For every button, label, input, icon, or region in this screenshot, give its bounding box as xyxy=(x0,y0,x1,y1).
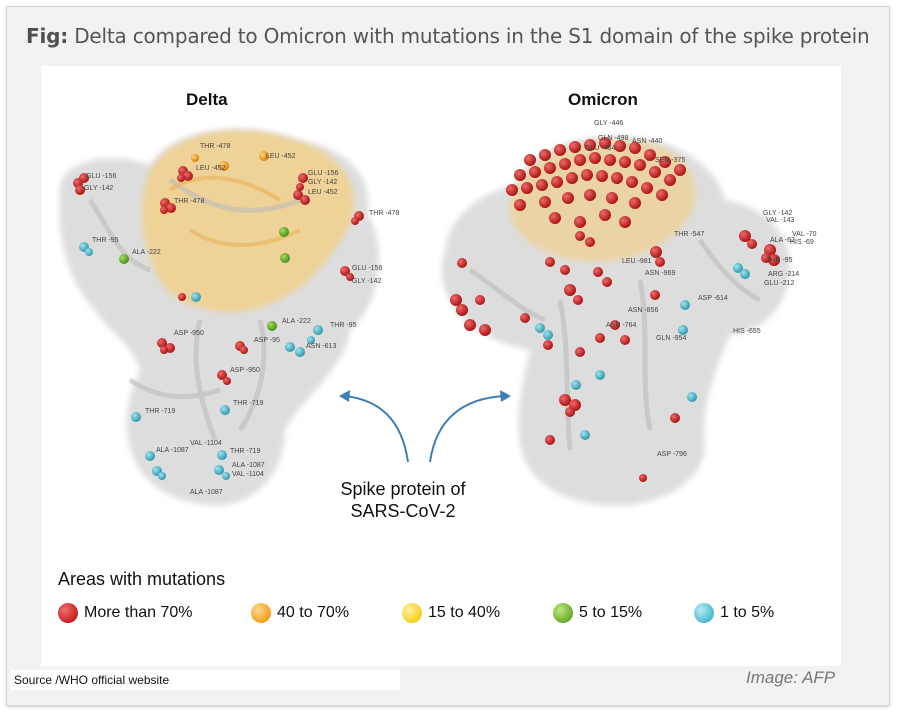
omicron-residue-label: THR -95 xyxy=(766,257,793,264)
legend-item-1-to-5: 1 to 5% xyxy=(694,603,774,623)
omicron-residue-label: ASP -614 xyxy=(698,295,728,302)
delta-residue-label: GLU -156 xyxy=(308,170,338,177)
omicron-residue-label: VAL -143 xyxy=(766,217,795,224)
omicron-residue-label: ASN -764 xyxy=(606,322,636,329)
delta-residue-label: THR -478 xyxy=(200,143,230,150)
yellow-dot-icon xyxy=(402,603,422,623)
delta-residue-label: THR -478 xyxy=(369,210,399,217)
omicron-label: Omicron xyxy=(568,90,638,109)
delta-residue-label: ASN -613 xyxy=(306,343,336,350)
delta-residue-label: VAL -1104 xyxy=(232,471,264,478)
image-credit: Image: AFP xyxy=(746,668,836,687)
arrowhead-left-icon xyxy=(339,390,350,402)
delta-residue-label: ALA -1087 xyxy=(156,447,189,454)
legend-label: 1 to 5% xyxy=(720,604,775,621)
delta-residue-label: THR -719 xyxy=(233,400,263,407)
omicron-residue-label: ARG -214 xyxy=(768,271,799,278)
delta-residue-label: GLY -142 xyxy=(308,179,337,186)
green-dot-icon xyxy=(553,603,573,623)
spike-caption: Spike protein of SARS-CoV-2 xyxy=(318,478,488,522)
delta-residue-label: GLU -156 xyxy=(352,265,382,272)
delta-residue-label: ASP -950 xyxy=(174,330,204,337)
pointer-arrows xyxy=(344,395,506,463)
delta-residue-label: THR -95 xyxy=(92,237,119,244)
delta-residue-label: ALA -1087 xyxy=(232,462,265,469)
omicron-residue-label: GLU -212 xyxy=(764,280,794,287)
delta-residue-label: LEU -452 xyxy=(308,189,338,196)
omicron-residue-label: THR -547 xyxy=(674,231,704,238)
delta-residue-label: ASP -950 xyxy=(230,367,260,374)
legend-title: Areas with mutations xyxy=(58,569,226,589)
omicron-residue-labels: GLY -446 GLN -498 ASN -440 GLU -484 SER … xyxy=(585,120,817,458)
legend-item-40-to-70: 40 to 70% xyxy=(251,603,349,623)
omicron-residue-label: GLY -142 xyxy=(763,210,792,217)
delta-residue-label: THR -95 xyxy=(330,322,357,329)
delta-residue-label: ASP -95 xyxy=(254,337,280,344)
source-note: Source /WHO official website xyxy=(10,670,400,690)
legend-label: 5 to 15% xyxy=(579,604,643,621)
delta-residue-label: ALA -222 xyxy=(132,249,161,256)
delta-residue-label: LEU -452 xyxy=(196,165,226,172)
delta-residue-label: LEU -452 xyxy=(266,153,296,160)
legend-item-15-to-40: 15 to 40% xyxy=(402,603,500,623)
legend-label: 15 to 40% xyxy=(428,604,501,621)
omicron-residue-label: SER -375 xyxy=(655,157,685,164)
omicron-residue-label: GLY -446 xyxy=(594,120,623,127)
omicron-residue-label: ALA -67 xyxy=(770,237,795,244)
delta-residue-label: THR -478 xyxy=(174,198,204,205)
omicron-residue-label: GLU -484 xyxy=(585,145,615,152)
omicron-residue-label: ASN -440 xyxy=(632,138,662,145)
orange-dot-icon xyxy=(251,603,271,623)
figure-title-text: Delta compared to Omicron with mutations… xyxy=(68,24,870,48)
omicron-residue-label: VAL -70 xyxy=(792,231,817,238)
delta-mutation-spheres xyxy=(73,151,364,480)
figure-title-prefix: Fig: xyxy=(26,24,69,48)
omicron-residue-label: GLN -498 xyxy=(598,135,628,142)
legend-label: More than 70% xyxy=(84,604,193,621)
omicron-residue-label: GLN -954 xyxy=(656,335,686,342)
delta-residue-label: ALA -222 xyxy=(282,318,311,325)
delta-residue-label: THR -719 xyxy=(145,408,175,415)
delta-residue-label: GLY -142 xyxy=(352,278,381,285)
delta-residue-label: THR -719 xyxy=(230,448,260,455)
delta-residue-label: VAL -1104 xyxy=(190,440,222,447)
delta-residue-label: GLY -142 xyxy=(84,185,113,192)
omicron-residue-label: HIS -69 xyxy=(790,239,814,246)
delta-residue-labels: THR -478 LEU -452 LEU -452 GLU -156 GLY … xyxy=(84,143,399,496)
delta-residue-label: GLU -156 xyxy=(86,173,116,180)
spike-caption-line1: Spike protein of xyxy=(340,479,466,499)
red-dot-icon xyxy=(58,603,78,623)
legend-label: 40 to 70% xyxy=(277,604,350,621)
figure-title: Fig: Delta compared to Omicron with muta… xyxy=(26,24,870,48)
legend-item-5-to-15: 5 to 15% xyxy=(553,603,642,623)
omicron-mutation-spheres xyxy=(450,137,780,482)
arrow-to-omicron xyxy=(429,395,506,463)
delta-label: Delta xyxy=(186,90,228,109)
cyan-dot-icon xyxy=(694,603,714,623)
omicron-residue-label: LEU -981 xyxy=(622,258,652,265)
arrowhead-right-icon xyxy=(500,390,511,402)
arrow-to-delta xyxy=(344,395,409,463)
omicron-residue-label: HIS -655 xyxy=(733,328,761,335)
spike-caption-line2: SARS-CoV-2 xyxy=(350,501,456,521)
legend-item-more-than-70: More than 70% xyxy=(58,603,193,623)
omicron-residue-label: ASN -856 xyxy=(628,307,658,314)
omicron-residue-label: ASN -969 xyxy=(645,270,675,277)
omicron-residue-label: ASP -796 xyxy=(657,451,687,458)
delta-residue-label: ALA -1087 xyxy=(190,489,223,496)
